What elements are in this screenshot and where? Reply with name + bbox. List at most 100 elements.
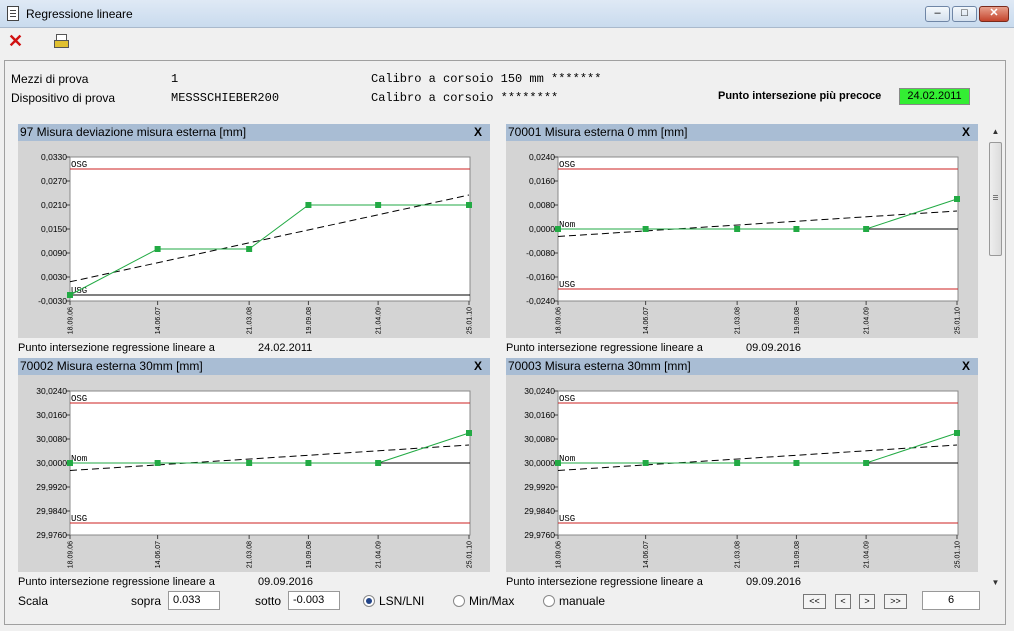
window-titlebar: Regressione lineare – □ ✕ bbox=[0, 0, 1014, 28]
data-point bbox=[642, 460, 649, 466]
x-tick-label: 21.04.09 bbox=[376, 307, 383, 334]
x-tick-label: 18.09.06 bbox=[68, 541, 75, 568]
dispositivo-value: MESSSCHIEBER200 bbox=[171, 91, 280, 105]
y-tick-label: 0,0330 bbox=[41, 152, 67, 162]
x-tick-label: 21.04.09 bbox=[376, 541, 383, 568]
chart-3: 30,0240 30,0160 30,0080 30,0000 29,9920 29,98… bbox=[36, 386, 473, 568]
regression-line bbox=[69, 194, 470, 283]
chart-panel-3: 70002 Misura esterna 30mm [mm] X 30,0240… bbox=[18, 358, 490, 572]
data-point bbox=[734, 460, 741, 466]
scroll-thumb[interactable] bbox=[989, 142, 1002, 256]
data-point bbox=[305, 460, 312, 466]
data-point bbox=[793, 226, 800, 232]
data-point bbox=[375, 202, 382, 208]
intersezione-badge: 24.02.2011 bbox=[899, 88, 970, 105]
data-point bbox=[246, 460, 253, 466]
data-point bbox=[863, 226, 870, 232]
close-window-button[interactable]: ✕ bbox=[979, 6, 1009, 22]
chart-panel-4: 70003 Misura esterna 30mm [mm] X 30,0240… bbox=[506, 358, 978, 572]
scroll-down-icon[interactable]: ▼ bbox=[991, 578, 1000, 587]
panel-3-footer-value: 09.09.2016 bbox=[258, 576, 314, 588]
regression-line bbox=[557, 210, 958, 237]
chart-panel-1: 97 Misura deviazione misura esterna [mm]… bbox=[18, 124, 490, 338]
sotto-label: sotto bbox=[255, 594, 282, 608]
x-tick-label: 14.06.07 bbox=[155, 307, 162, 334]
mezzi-label: Mezzi di prova bbox=[11, 72, 89, 86]
y-tick-label: 29,9840 bbox=[524, 506, 555, 516]
y-tick-label: -0,0030 bbox=[38, 296, 67, 306]
chart-1: 0,0330 0,0270 0,0210 0,0150 0,0090 0,0030 -0,0… bbox=[38, 152, 474, 334]
data-point bbox=[154, 460, 161, 466]
data-point bbox=[863, 460, 870, 466]
y-tick-label: 30,0080 bbox=[524, 434, 555, 444]
series-line bbox=[558, 198, 958, 230]
sopra-input[interactable]: 0.033 bbox=[168, 591, 220, 610]
chart-4: 30,0240 30,0160 30,0080 30,0000 29,9920 29,98… bbox=[524, 386, 961, 568]
y-tick-label: 0,0030 bbox=[41, 272, 67, 282]
x-tick-label: 19.09.08 bbox=[794, 541, 801, 568]
data-point bbox=[67, 292, 73, 298]
x-tick-label: 21.03.08 bbox=[247, 541, 254, 568]
close-icon[interactable]: ✕ bbox=[8, 31, 24, 51]
y-tick-label: 0,0210 bbox=[41, 200, 67, 210]
x-tick-label: 14.06.07 bbox=[155, 541, 162, 568]
radio-min-max[interactable] bbox=[453, 595, 465, 607]
nav-next-button[interactable]: > bbox=[859, 594, 875, 609]
data-point bbox=[954, 196, 960, 202]
regression-line bbox=[557, 444, 958, 471]
data-point bbox=[555, 226, 561, 232]
y-tick-label: 0,0080 bbox=[529, 200, 555, 210]
nav-last-button[interactable]: >> bbox=[884, 594, 907, 609]
data-point bbox=[793, 460, 800, 466]
y-tick-label: -0,0160 bbox=[526, 272, 555, 282]
panel-2-footer-value: 09.09.2016 bbox=[746, 342, 802, 354]
minimize-button[interactable]: – bbox=[925, 6, 950, 22]
dispositivo-desc: Calibro a corsoio ******** bbox=[371, 91, 559, 105]
data-point bbox=[246, 246, 253, 252]
panel-3-footer-label: Punto intersezione regressione lineare a bbox=[18, 576, 215, 588]
x-tick-label: 21.03.08 bbox=[735, 307, 742, 334]
x-tick-label: 25.01.10 bbox=[467, 307, 474, 334]
panel-close-button[interactable]: X bbox=[473, 359, 482, 373]
x-tick-label: 21.04.09 bbox=[864, 307, 871, 334]
y-tick-label: 29,9920 bbox=[36, 482, 67, 492]
sotto-input[interactable]: -0.003 bbox=[288, 591, 340, 610]
count-field[interactable]: 6 bbox=[922, 591, 980, 610]
vertical-scrollbar[interactable]: ▲ ▼ bbox=[988, 124, 1003, 590]
panel-title: 70001 Misura esterna 0 mm [mm] bbox=[506, 124, 978, 141]
toolbar: ✕ bbox=[0, 28, 1014, 58]
panel-1-footer-value: 24.02.2011 bbox=[258, 342, 313, 354]
data-point bbox=[734, 226, 741, 232]
nav-prev-button[interactable]: < bbox=[835, 594, 851, 609]
panel-close-button[interactable]: X bbox=[961, 125, 970, 139]
panel-title: 97 Misura deviazione misura esterna [mm] bbox=[18, 124, 490, 141]
panel-close-button[interactable]: X bbox=[961, 359, 970, 373]
y-tick-label: 30,0240 bbox=[36, 386, 67, 396]
radio-minmax-label: Min/Max bbox=[469, 594, 515, 608]
plot-area bbox=[69, 156, 471, 302]
panel-2-footer-label: Punto intersezione regressione lineare a bbox=[506, 342, 703, 354]
y-tick-label: 30,0000 bbox=[524, 458, 555, 468]
y-tick-label: 30,0160 bbox=[36, 410, 67, 420]
y-tick-label: 30,0000 bbox=[36, 458, 67, 468]
print-icon[interactable] bbox=[54, 34, 69, 48]
data-point bbox=[642, 226, 649, 232]
y-tick-label: 0,0090 bbox=[41, 248, 67, 258]
radio-lsn-lni[interactable] bbox=[363, 595, 375, 607]
data-point bbox=[466, 430, 472, 436]
data-point bbox=[154, 246, 161, 252]
nav-first-button[interactable]: << bbox=[803, 594, 826, 609]
chart-2: 0,0240 0,0160 0,0080 0,0000 -0,0080 -0,0160 -0… bbox=[526, 152, 962, 334]
app-icon bbox=[7, 6, 19, 21]
y-tick-label: 29,9840 bbox=[36, 506, 67, 516]
x-tick-label: 25.01.10 bbox=[955, 307, 962, 334]
data-point bbox=[305, 202, 312, 208]
radio-manuale[interactable] bbox=[543, 595, 555, 607]
data-point bbox=[466, 202, 472, 208]
radio-lsn-label: LSN/LNI bbox=[379, 594, 425, 608]
panel-close-button[interactable]: X bbox=[473, 125, 482, 139]
maximize-button[interactable]: □ bbox=[952, 6, 977, 22]
x-tick-label: 21.04.09 bbox=[864, 541, 871, 568]
y-tick-label: 30,0240 bbox=[524, 386, 555, 396]
scroll-up-icon[interactable]: ▲ bbox=[991, 127, 1000, 136]
